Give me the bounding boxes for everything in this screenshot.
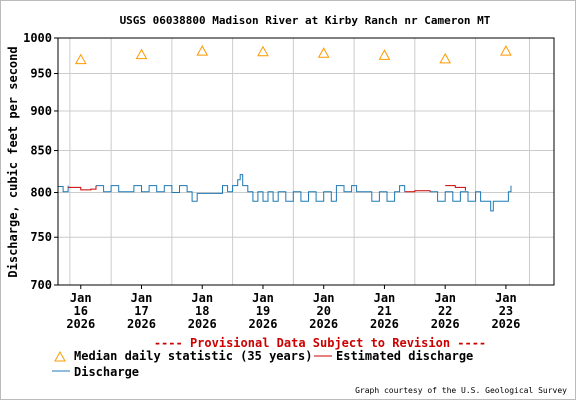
x-tick-label: 19	[256, 304, 270, 318]
y-tick-label: 850	[30, 144, 52, 158]
x-tick-label: Jan	[313, 291, 335, 305]
x-tick-label: 2026	[249, 317, 278, 331]
discharge-line	[58, 185, 69, 193]
median-marker	[135, 48, 148, 60]
legend: Median daily statistic (35 years) Estima…	[52, 349, 473, 379]
x-tick-label: Jan	[374, 291, 396, 305]
x-tick-label: Jan	[495, 291, 517, 305]
x-tick-label: 2026	[188, 317, 217, 331]
median-marker	[196, 45, 209, 56]
credit-text: Graph courtesy of the U.S. Geological Su…	[355, 386, 567, 395]
x-tick-label: 16	[74, 304, 88, 318]
discharge-line	[430, 185, 512, 212]
median-markers	[74, 45, 512, 65]
x-tick-label: 2026	[491, 317, 520, 331]
median-marker	[257, 45, 269, 57]
x-tick-label: 22	[438, 304, 452, 318]
median-marker	[500, 45, 512, 56]
y-tick-label: 950	[30, 67, 52, 81]
x-tick-label: Jan	[191, 291, 213, 305]
legend-median-label: Median daily statistic (35 years)	[74, 349, 312, 363]
x-tick-label: 2026	[370, 317, 399, 331]
y-axis-ticks: 700 750 800 850 900 950 1000	[23, 31, 58, 292]
x-tick-label: Jan	[131, 291, 153, 305]
provisional-note: ---- Provisional Data Subject to Revisio…	[154, 336, 486, 350]
legend-discharge-label: Discharge	[74, 365, 139, 379]
x-tick-label: 23	[499, 304, 513, 318]
x-tick-label: 20	[316, 304, 330, 318]
series-layer	[58, 174, 512, 212]
x-tick-label: 2026	[66, 317, 95, 331]
x-axis-ticks: Jan162026Jan172026Jan182026Jan192026Jan2…	[66, 285, 520, 331]
y-tick-label: 900	[30, 104, 52, 118]
y-tick-label: 1000	[23, 31, 52, 45]
estimated-discharge-line	[445, 185, 466, 191]
legend-estimated-label: Estimated discharge	[336, 349, 473, 363]
x-tick-label: Jan	[70, 291, 92, 305]
estimated-discharge-line	[404, 190, 431, 193]
chart-title: USGS 06038800 Madison River at Kirby Ran…	[120, 14, 491, 27]
discharge-line	[96, 174, 406, 202]
plot-border	[57, 37, 555, 286]
x-tick-label: 2026	[127, 317, 156, 331]
y-tick-label: 750	[30, 230, 52, 244]
median-marker	[378, 49, 391, 60]
x-tick-label: Jan	[252, 291, 274, 305]
x-tick-label: 21	[377, 304, 391, 318]
x-tick-label: 2026	[431, 317, 460, 331]
median-marker	[74, 53, 87, 65]
x-tick-label: Jan	[434, 291, 456, 305]
legend-median-icon	[54, 350, 66, 362]
x-tick-label: 2026	[309, 317, 338, 331]
x-tick-label: 18	[195, 304, 209, 318]
y-axis-label: Discharge, cubic feet per second	[6, 46, 20, 277]
estimated-discharge-line	[68, 185, 97, 191]
median-marker	[439, 52, 452, 64]
y-tick-label: 800	[30, 186, 52, 200]
x-tick-label: 17	[134, 304, 148, 318]
median-marker	[317, 47, 330, 58]
y-tick-label: 700	[30, 278, 52, 292]
